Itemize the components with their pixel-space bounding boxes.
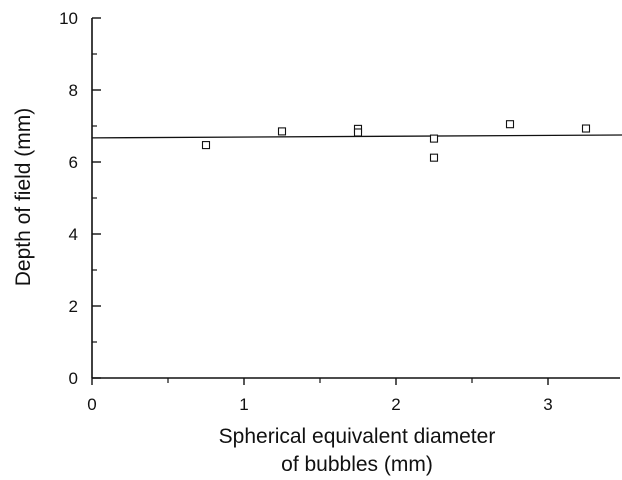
- x-tick-label: 1: [239, 395, 248, 414]
- x-axis-title-line2: of bubbles (mm): [281, 453, 433, 476]
- y-tick-label: 6: [69, 153, 78, 172]
- x-axis-title-line1: Spherical equivalent diameter: [219, 425, 496, 448]
- data-point: [429, 134, 439, 143]
- y-tick-label: 4: [69, 225, 78, 244]
- points-layer: [201, 120, 591, 162]
- x-tick-label: 0: [87, 395, 96, 414]
- data-point: [277, 127, 287, 136]
- y-axis-title: Depth of field (mm): [12, 108, 35, 287]
- y-tick-label: 0: [69, 369, 78, 388]
- x-tick-label: 3: [543, 395, 552, 414]
- data-point: [201, 141, 211, 150]
- y-tick-label: 2: [69, 297, 78, 316]
- data-point: [353, 128, 363, 137]
- data-point: [581, 124, 591, 133]
- x-tick-label: 2: [391, 395, 400, 414]
- y-tick-label: 8: [69, 81, 78, 100]
- y-tick-label: 10: [59, 9, 78, 28]
- data-point: [429, 153, 439, 162]
- ticks: 0 2 4 6 8 10 0 1 2 3: [59, 9, 553, 414]
- data-point: [505, 120, 515, 129]
- axes: [91, 18, 620, 379]
